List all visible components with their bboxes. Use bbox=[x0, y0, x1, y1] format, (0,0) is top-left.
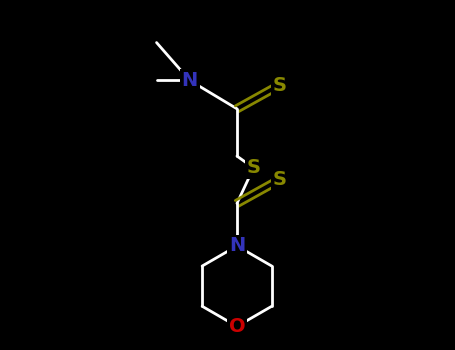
Text: O: O bbox=[229, 317, 245, 336]
Text: N: N bbox=[229, 237, 245, 256]
Text: S: S bbox=[273, 170, 287, 189]
Text: S: S bbox=[247, 159, 261, 177]
Text: N: N bbox=[182, 71, 198, 90]
Text: S: S bbox=[273, 76, 287, 94]
